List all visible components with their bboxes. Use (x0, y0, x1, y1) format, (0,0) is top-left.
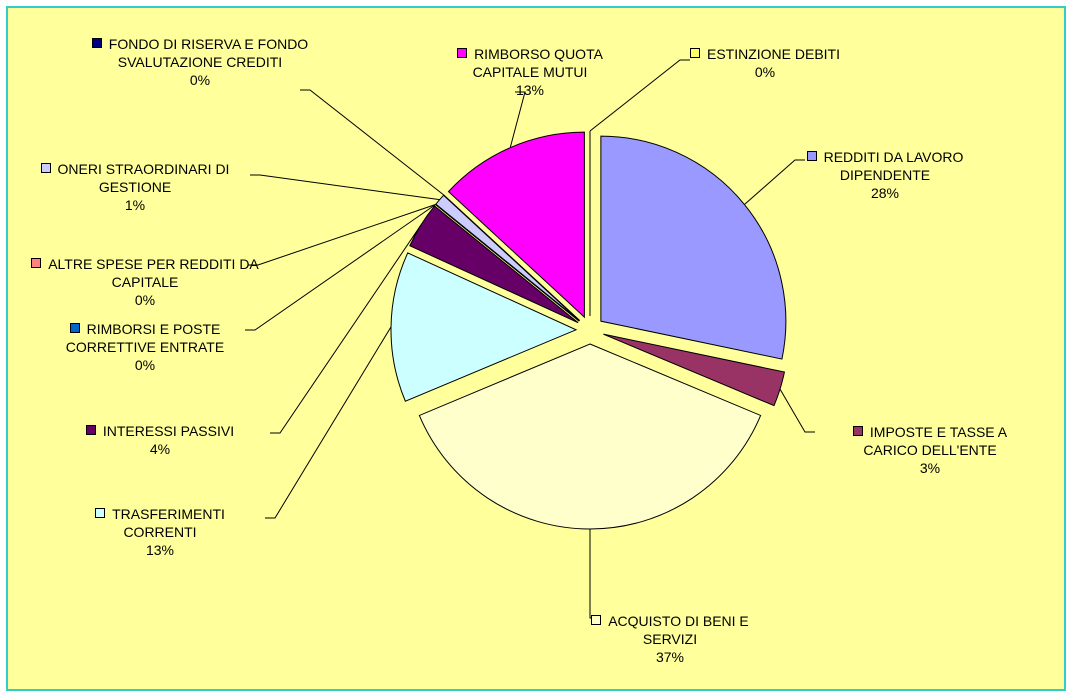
category-name: ONERI STRAORDINARI DI GESTIONE (57, 161, 230, 195)
chart-area (6, 6, 1066, 691)
category-name: IMPOSTE E TASSE A CARICO DELL'ENTE (863, 424, 1008, 458)
legend-marker (31, 258, 42, 268)
pie-slice (603, 333, 786, 407)
category-name: FONDO DI RISERVA E FONDO SVALUTAZIONE CR… (108, 36, 309, 70)
data-label: ONERI STRAORDINARI DI GESTIONE 1% (20, 160, 250, 214)
category-name: REDDITI DA LAVORO DIPENDENTE (823, 149, 964, 183)
percent-label: 28% (870, 185, 900, 201)
category-name: TRASFERIMENTI CORRENTI (112, 506, 225, 540)
legend-marker (85, 425, 96, 435)
legend-marker (689, 48, 700, 58)
leader-line (589, 59, 690, 132)
category-name: ESTINZIONE DEBITI (706, 46, 840, 62)
legend-marker (457, 48, 468, 58)
leader-line (744, 159, 805, 205)
leader-line (300, 89, 445, 196)
percent-label: 0% (754, 64, 776, 80)
percent-label: 0% (134, 357, 156, 373)
percent-label: 13% (515, 82, 545, 98)
pie-slice (409, 205, 579, 324)
legend-marker (69, 323, 80, 333)
data-label: REDDITI DA LAVORO DIPENDENTE 28% (800, 148, 970, 202)
legend-marker (40, 163, 51, 173)
category-name: ALTRE SPESE PER REDDITI DA CAPITALE (48, 256, 259, 290)
leader-line (265, 326, 392, 519)
leader-line (245, 204, 436, 331)
percent-label: 37% (655, 649, 685, 665)
leader-line (270, 224, 422, 434)
data-label: ALTRE SPESE PER REDDITI DA CAPITALE 0% (30, 255, 260, 309)
data-label: RIMBORSI E POSTE CORRETTIVE ENTRATE 0% (50, 320, 240, 374)
percent-label: 0% (189, 72, 211, 88)
leader-line (250, 174, 440, 201)
percent-label: 0% (134, 292, 156, 308)
legend-marker (806, 151, 817, 161)
percent-label: 3% (919, 460, 941, 476)
leader-line (248, 204, 436, 266)
data-label: INTERESSI PASSIVI 4% (55, 422, 265, 458)
data-label: ACQUISTO DI BENI E SERVIZI 37% (570, 612, 770, 666)
data-label: IMPOSTE E TASSE A CARICO DELL'ENTE 3% (830, 423, 1030, 477)
percent-label: 1% (124, 197, 146, 213)
legend-marker (591, 615, 602, 625)
percent-label: 13% (145, 542, 175, 558)
leader-line (779, 388, 815, 433)
category-name: ACQUISTO DI BENI E SERVIZI (608, 613, 749, 647)
legend-marker (852, 426, 863, 436)
data-label: TRASFERIMENTI CORRENTI 13% (60, 505, 260, 559)
percent-label: 4% (149, 441, 171, 457)
category-name: RIMBORSI E POSTE CORRETTIVE ENTRATE (65, 321, 225, 355)
data-label: FONDO DI RISERVA E FONDO SVALUTAZIONE CR… (85, 35, 315, 89)
data-label: ESTINZIONE DEBITI 0% (680, 45, 850, 81)
category-name: INTERESSI PASSIVI (102, 423, 235, 439)
leader-line (509, 91, 526, 148)
pie-slice (443, 194, 581, 321)
category-name: RIMBORSO QUOTA CAPITALE MUTUI (472, 46, 603, 80)
pie-slice (418, 343, 762, 530)
data-label: RIMBORSO QUOTA CAPITALE MUTUI 13% (430, 45, 630, 99)
legend-marker (95, 508, 106, 518)
legend-marker (91, 38, 102, 48)
